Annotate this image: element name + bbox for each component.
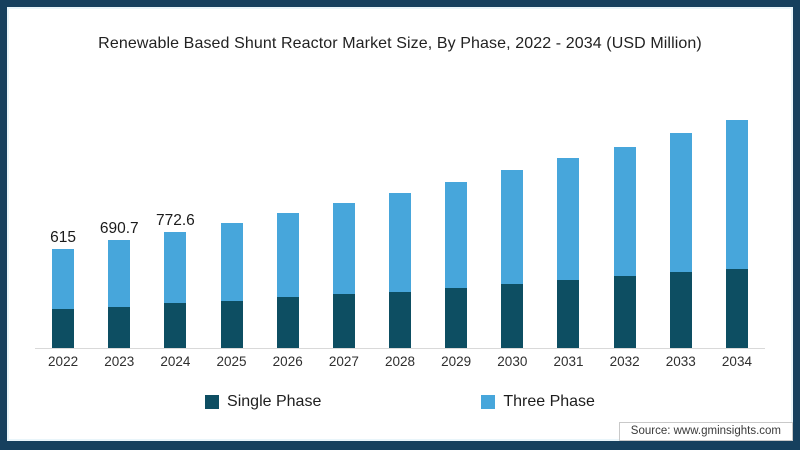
- x-axis-label: 2027: [328, 354, 359, 369]
- x-axis-label: 2032: [609, 354, 640, 369]
- legend: Single Phase Three Phase: [7, 393, 793, 411]
- legend-label: Single Phase: [227, 393, 322, 410]
- single-phase-segment: [164, 303, 187, 348]
- x-axis-label: 2031: [553, 354, 584, 369]
- x-axis-label: 2022: [48, 354, 79, 369]
- single-phase-segment: [669, 272, 692, 348]
- bar-column: [597, 96, 653, 348]
- single-phase-segment: [220, 301, 243, 348]
- x-axis-label: 2024: [160, 354, 191, 369]
- three-phase-swatch-icon: [481, 395, 496, 409]
- three-phase-segment: [164, 232, 187, 303]
- single-phase-segment: [725, 269, 748, 348]
- three-phase-segment: [501, 170, 524, 284]
- single-phase-swatch-icon: [205, 395, 220, 409]
- bar-column: 690.7: [91, 96, 147, 348]
- three-phase-segment: [669, 133, 692, 272]
- x-axis-label: 2025: [216, 354, 247, 369]
- three-phase-segment: [557, 158, 580, 280]
- bar-value-label: 615: [50, 228, 77, 246]
- bar-column: [260, 96, 316, 348]
- x-axis-label: 2026: [272, 354, 303, 369]
- three-phase-segment: [725, 120, 748, 269]
- three-phase-segment: [389, 193, 412, 292]
- single-phase-segment: [332, 294, 355, 348]
- single-phase-segment: [52, 309, 75, 348]
- bar-column: [709, 96, 765, 348]
- three-phase-segment: [52, 249, 75, 309]
- three-phase-segment: [108, 240, 131, 307]
- bar-column: [316, 96, 372, 348]
- single-phase-segment: [445, 288, 468, 348]
- source-attribution: Source: www.gminsights.com: [618, 422, 793, 441]
- single-phase-segment: [613, 276, 636, 348]
- x-axis-labels: 2022 2023 2024 2025 2026 2027 2028 2029 2030 2031…: [35, 354, 765, 369]
- x-axis-label: 2034: [721, 354, 752, 369]
- x-axis-label: 2029: [441, 354, 472, 369]
- legend-item-single-phase: Single Phase: [205, 393, 321, 411]
- legend-item-three-phase: Three Phase: [481, 393, 595, 411]
- bar-column: [372, 96, 428, 348]
- three-phase-segment: [276, 213, 299, 297]
- single-phase-segment: [389, 292, 412, 348]
- bar-column: [428, 96, 484, 348]
- plot-area: 615 690.7 772.6: [35, 96, 765, 348]
- bar-column: [484, 96, 540, 348]
- bar-value-label: 772.6: [155, 211, 195, 229]
- single-phase-segment: [557, 280, 580, 348]
- bar-column: [653, 96, 709, 348]
- x-axis-label: 2033: [665, 354, 696, 369]
- x-axis-label: 2023: [104, 354, 135, 369]
- bar-column: [203, 96, 259, 348]
- x-axis-label: 2028: [384, 354, 416, 369]
- x-axis-label: 2030: [497, 354, 528, 369]
- three-phase-segment: [613, 147, 636, 276]
- bar-column: 772.6: [147, 96, 203, 348]
- single-phase-segment: [276, 297, 299, 348]
- three-phase-segment: [220, 223, 243, 301]
- single-phase-segment: [108, 307, 131, 348]
- three-phase-segment: [332, 203, 355, 294]
- bar-value-label: 690.7: [99, 219, 139, 237]
- legend-label: Three Phase: [503, 393, 595, 410]
- single-phase-segment: [501, 284, 524, 348]
- three-phase-segment: [445, 182, 468, 288]
- chart-title: Renewable Based Shunt Reactor Market Siz…: [98, 35, 702, 52]
- bar-column: [540, 96, 596, 348]
- bar-column: 615: [35, 96, 91, 348]
- x-axis-line: [35, 347, 765, 349]
